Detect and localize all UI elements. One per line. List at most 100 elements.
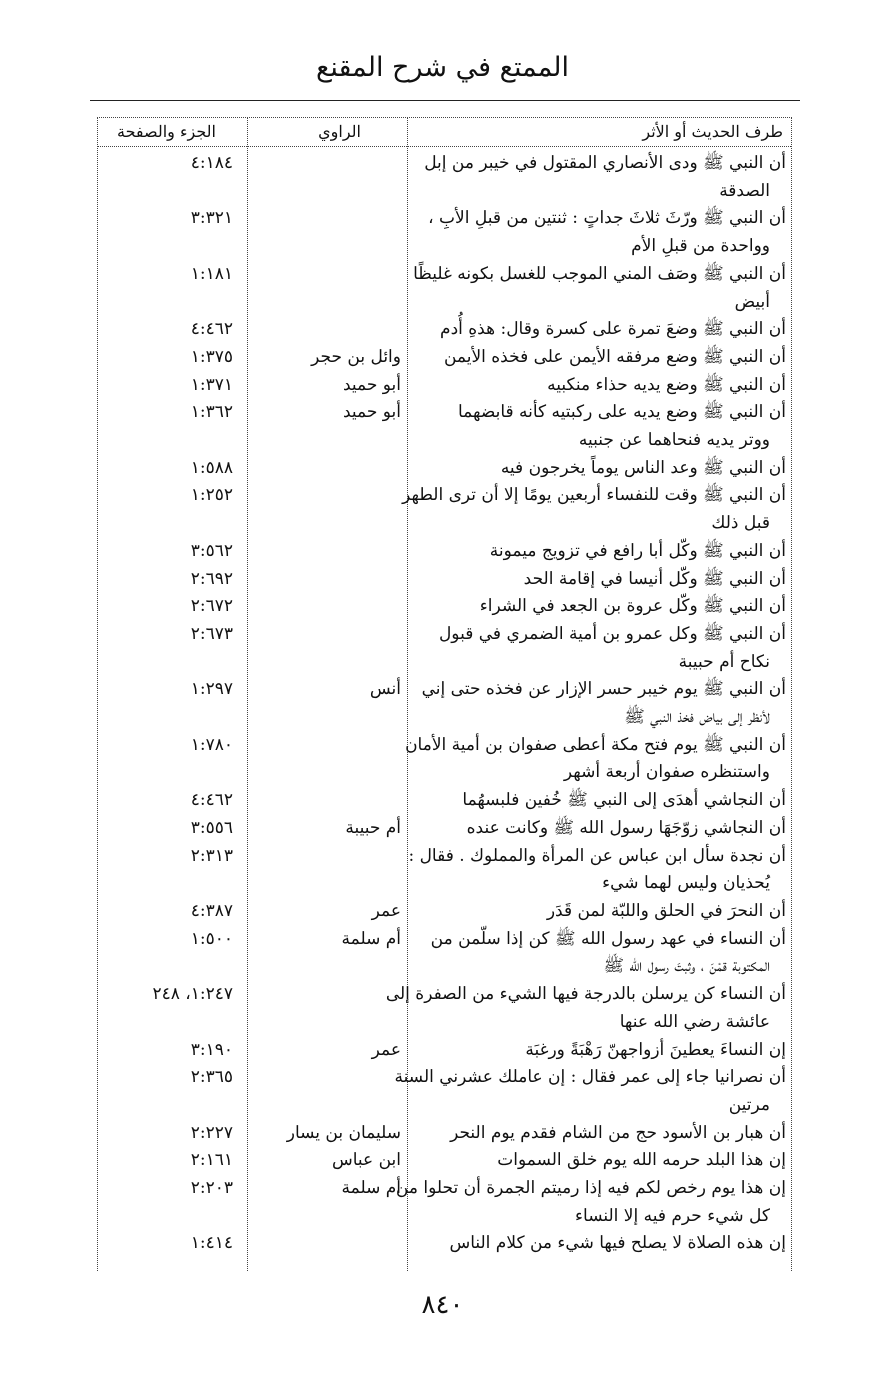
table-row: أن النبي ﷺ وضع مرفقه الأيمن على فخذه الأ… [98, 344, 791, 372]
volume-page-ref: ١:٣٧٥ [98, 344, 233, 372]
hadith-line: أن النبي ﷺ وضع يديه على ركبتيه كأنه قابض… [458, 402, 786, 423]
hadith-line: المكتوبة قمْنَ ، وثبتَ رسول الله ﷺ [603, 956, 770, 977]
volume-page-value: ٣:٥٦٢ [190, 540, 233, 561]
narrator: أم سلمة [341, 928, 401, 949]
table-row: أن نجدة سأل ابن عباس عن المرأة والمملوك … [98, 843, 791, 898]
volume-page-value: ١:٥٠٠ [190, 928, 233, 949]
hadith-line: أبيض [734, 291, 770, 312]
header-rule [90, 100, 800, 101]
volume-page-ref: ١:١٨١ [98, 261, 233, 289]
hadith-line: أن النبي ﷺ يوم خيبر حسر الإزار عن فخذه ح… [421, 679, 786, 700]
hadith-text: أن النبي ﷺ وكّل أبا رافع في تزويج ميمونة [416, 538, 786, 566]
narrator: عمر [371, 1039, 401, 1060]
hadith-text: أن النبي ﷺ وضع يديه على ركبتيه كأنه قابض… [416, 399, 786, 454]
hadith-text: أن النبي ﷺ يوم فتح مكة أعطى صفوان بن أمي… [405, 732, 786, 787]
volume-page-ref: ١:٣٧١ [98, 372, 233, 400]
narrator: وائل بن حجر [311, 346, 401, 367]
hadith-text: أن النبي ﷺ وقت للنفساء أربعين يومًا إلا … [402, 482, 786, 537]
index-table: طرف الحديث أو الأثر الراوي الجزء والصفحة… [97, 117, 792, 1271]
hadith-line: أن النساء في عهد رسول الله ﷺ كن إذا سلّم… [430, 928, 786, 949]
column-divider [407, 118, 408, 1271]
hadith-text: إن هذا يوم رخص لكم فيه إذا رميتم الجمرة … [396, 1175, 786, 1230]
table-row: أن النبي ﷺ وضعَ تمرة على كسرة وقال: هذهِ… [98, 316, 791, 344]
volume-page-value: ١:٣٦٢ [190, 402, 233, 423]
volume-page-value: ١:٢٥٢ [190, 485, 233, 506]
table-row: أن النبي ﷺ وضع يديه حذاء منكبيه أبو حميد ١… [98, 372, 791, 400]
hadith-line: إن النساءَ يعطينَ أزواجهنّ رَهْبَةً ورغب… [525, 1039, 786, 1060]
hadith-text: أن نصرانيا جاء إلى عمر فقال : إن عاملك ع… [395, 1064, 786, 1119]
hadith-line: إن هذه الصلاة لا يصلح فيها شيء من كلام ا… [449, 1233, 786, 1254]
hadith-line: واستنظره صفوان أربعة أشهر [563, 762, 770, 783]
hadith-line: أن النبي ﷺ يوم فتح مكة أعطى صفوان بن أمي… [405, 734, 786, 755]
hadith-line: أن النجاشي أهدَى إلى النبي ﷺ خُفين فلبسه… [462, 790, 786, 811]
volume-page-value: ٣:١٩٠ [190, 1039, 233, 1060]
hadith-line: أن النبي ﷺ وكل عمرو بن أمية الضمري في قب… [438, 623, 786, 644]
page-number: ٨٤٠ [421, 1290, 464, 1320]
hadith-line: أن النبي ﷺ وضعَ تمرة على كسرة وقال: هذهِ… [440, 319, 786, 340]
table-row: أن النبي ﷺ وكل عمرو بن أمية الضمري في قب… [98, 621, 791, 676]
table-row: أن هبار بن الأسود حج من الشام فقدم يوم ا… [98, 1120, 791, 1148]
volume-page-ref: ٢:٦٩٢ [98, 566, 233, 594]
hadith-text: إن هذا البلد حرمه الله يوم خلق السموات [416, 1147, 786, 1175]
hadith-line: أن النبي ﷺ وضع مرفقه الأيمن على فخذه الأ… [443, 346, 786, 367]
hadith-line: نكاح أم حبيبة [678, 651, 770, 672]
header-hadith: طرف الحديث أو الأثر [642, 122, 783, 141]
hadith-line: الصدقة [719, 180, 770, 201]
hadith-line: مرتين [728, 1094, 770, 1115]
hadith-line: أن النبي ﷺ ودى الأنصاري المقتول في خيبر … [424, 153, 786, 173]
table-row: أن النبي ﷺ وعد الناس يوماً يخرجون فيه ١:٥… [98, 455, 791, 483]
volume-page-ref: ٤:٤٦٢ [98, 316, 233, 344]
narrator: أبو حميد [342, 374, 401, 395]
volume-page-ref: ٢:٣٦٥ [98, 1064, 233, 1092]
volume-page-value: ١:٣٧١ [190, 374, 233, 395]
hadith-line: أن نجدة سأل ابن عباس عن المرأة والمملوك … [408, 845, 786, 866]
table-row: أن النبي ﷺ ورّثَ ثلاثَ جداتٍ : ثنتين من … [98, 205, 791, 260]
table-row: أن النبي ﷺ يوم خيبر حسر الإزار عن فخذه ح… [98, 676, 791, 731]
hadith-text: أن النبي ﷺ وعد الناس يوماً يخرجون فيه [416, 455, 786, 483]
table-row: أن النجاشي زوّجَهَا رسول الله ﷺ وكانت عن… [98, 815, 791, 843]
table-row: أن النبي ﷺ وكّل أبا رافع في تزويج ميمونة… [98, 538, 791, 566]
volume-page-value: ١:٢٩٧ [190, 679, 233, 700]
hadith-line: أن هبار بن الأسود حج من الشام فقدم يوم ا… [450, 1122, 786, 1143]
volume-page-ref: ٢:٣١٣ [98, 843, 233, 871]
volume-page-value: ١:٧٨٠ [190, 734, 233, 755]
volume-page-ref: ٢:٦٧٣ [98, 621, 233, 649]
volume-page-value: ٣:٥٥٦ [190, 817, 233, 838]
hadith-line: قبل ذلك [711, 513, 770, 534]
volume-page-ref: ٣:٥٥٦ [98, 815, 233, 843]
hadith-text: إن هذه الصلاة لا يصلح فيها شيء من كلام ا… [416, 1230, 786, 1258]
table-row: أن النبي ﷺ وكّل عروة بن الجعد في الشراء ٢… [98, 593, 791, 621]
volume-page-ref: ٤:٤٦٢ [98, 787, 233, 815]
hadith-text: أن النبي ﷺ وكّل عروة بن الجعد في الشراء [416, 593, 786, 621]
volume-page-ref: ٣:٣٢١ [98, 205, 233, 233]
volume-page-ref: ٤:٣٨٧ [98, 898, 233, 926]
volume-page-ref: ١:٢٥٢ [98, 482, 233, 510]
table-row: إن هذا البلد حرمه الله يوم خلق السموات اب… [98, 1147, 791, 1175]
volume-page-value: ١:٤١٤ [190, 1233, 233, 1254]
volume-page-value: ٣:٣٢١ [190, 208, 233, 229]
volume-page-ref: ١:٢٩٧ [98, 676, 233, 704]
volume-page-value: ١:٥٨٨ [190, 457, 233, 478]
volume-page-ref: ٤:١٨٤ [98, 150, 233, 178]
volume-page-value: ٢:٢٠٣ [190, 1178, 233, 1199]
hadith-line: أن النبي ﷺ وكّل أبا رافع في تزويج ميمونة [489, 540, 786, 561]
narrator: أم سلمة [341, 1178, 401, 1199]
table-row: أن النجاشي أهدَى إلى النبي ﷺ خُفين فلبسه… [98, 787, 791, 815]
volume-page-ref: ١:٧٨٠ [98, 732, 233, 760]
narrator: عمر [371, 900, 401, 921]
hadith-line: أن النجاشي زوّجَهَا رسول الله ﷺ وكانت عن… [466, 817, 786, 838]
table-row: أن النحرَ في الحلق واللبّة لمن قَدَر عمر ٤… [98, 898, 791, 926]
volume-page-value: ٤:٤٦٢ [190, 319, 233, 340]
table-row: أن النبي ﷺ وصَف المني الموجب للغسل بكونه… [98, 261, 791, 316]
hadith-line: أن النبي ﷺ وضع يديه حذاء منكبيه [547, 374, 786, 395]
volume-page-ref: ١:٥٠٠ [98, 926, 233, 954]
volume-page-ref: ١:٣٦٢ [98, 399, 233, 427]
hadith-text: أن هبار بن الأسود حج من الشام فقدم يوم ا… [416, 1120, 786, 1148]
header-volume-page: الجزء والصفحة [116, 122, 216, 141]
hadith-text: أن النجاشي أهدَى إلى النبي ﷺ خُفين فلبسه… [416, 787, 786, 815]
hadith-text: أن نجدة سأل ابن عباس عن المرأة والمملوك … [408, 843, 786, 898]
table-row: إن هذه الصلاة لا يصلح فيها شيء من كلام ا… [98, 1230, 791, 1258]
volume-page-ref: ٢:١٦١ [98, 1147, 233, 1175]
table-header: طرف الحديث أو الأثر الراوي الجزء والصفحة [98, 118, 791, 147]
narrator: ابن عباس [331, 1150, 401, 1171]
